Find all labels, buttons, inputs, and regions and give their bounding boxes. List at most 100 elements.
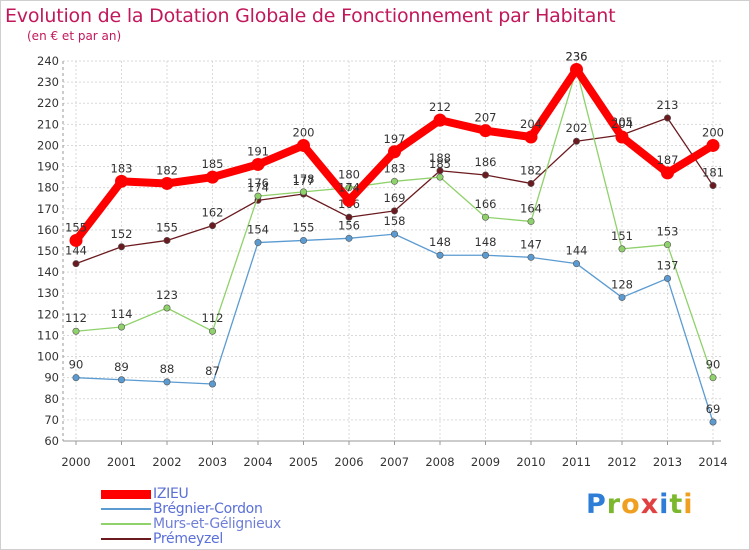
data-label-bregnier-cordon-2010: 147 — [520, 237, 542, 251]
point-premeyzel-2003 — [209, 222, 217, 230]
data-label-izieu-2000: 155 — [65, 220, 87, 234]
point-izieu-2010 — [524, 130, 538, 144]
data-label-premeyzel-2010: 182 — [520, 163, 542, 177]
data-label-murs-et-gelignieux-2002: 123 — [156, 288, 178, 302]
point-murs-et-gelignieux-2009 — [481, 213, 489, 221]
point-murs-et-gelignieux-2007 — [390, 177, 398, 185]
y-tick-label-60: 60 — [44, 434, 59, 448]
x-tick-label-2009: 2009 — [471, 455, 500, 469]
x-tick-label-2002: 2002 — [152, 455, 181, 469]
point-murs-et-gelignieux-2005 — [299, 188, 307, 196]
brand-logo-letter: r — [606, 489, 622, 520]
point-premeyzel-2013 — [663, 114, 671, 122]
y-tick-label-190: 190 — [37, 160, 59, 174]
point-murs-et-gelignieux-2004 — [254, 192, 262, 200]
x-tick-label-2010: 2010 — [516, 455, 545, 469]
brand-logo-letter: x — [640, 489, 660, 520]
point-premeyzel-2002 — [163, 236, 171, 244]
y-tick-label-230: 230 — [37, 75, 59, 89]
data-label-premeyzel-2001: 152 — [111, 227, 133, 241]
data-label-premeyzel-2003: 162 — [202, 206, 224, 220]
x-tick-label-2007: 2007 — [380, 455, 409, 469]
point-murs-et-gelignieux-2013 — [663, 241, 671, 249]
point-premeyzel-2006 — [345, 213, 353, 221]
data-label-murs-et-gelignieux-2004: 176 — [247, 176, 269, 190]
point-izieu-2004 — [251, 157, 265, 171]
data-label-premeyzel-2014: 181 — [702, 166, 724, 180]
point-murs-et-gelignieux-2006 — [345, 184, 353, 192]
point-bregnier-cordon-2003 — [209, 380, 217, 388]
data-label-izieu-2013: 187 — [657, 153, 679, 167]
data-label-premeyzel-2011: 202 — [566, 121, 588, 135]
point-bregnier-cordon-2002 — [163, 378, 171, 386]
y-tick-label-130: 130 — [37, 286, 59, 300]
data-label-murs-et-gelignieux-2010: 164 — [520, 201, 542, 215]
data-label-murs-et-gelignieux-2009: 166 — [475, 197, 497, 211]
point-bregnier-cordon-2011 — [572, 260, 580, 268]
point-murs-et-gelignieux-2008 — [436, 173, 444, 181]
brand-logo-letter: t — [669, 489, 684, 520]
point-bregnier-cordon-2007 — [390, 230, 398, 238]
y-tick-label-100: 100 — [37, 350, 59, 364]
y-tick-label-200: 200 — [37, 138, 59, 152]
y-tick-label-220: 220 — [37, 96, 59, 110]
point-bregnier-cordon-2013 — [663, 274, 671, 282]
data-label-izieu-2010: 204 — [520, 117, 542, 131]
y-tick-label-90: 90 — [44, 371, 59, 385]
data-label-bregnier-cordon-2000: 90 — [69, 358, 84, 372]
y-tick-label-110: 110 — [37, 328, 59, 342]
data-label-murs-et-gelignieux-2001: 114 — [111, 307, 133, 321]
point-murs-et-gelignieux-2003 — [209, 327, 217, 335]
point-murs-et-gelignieux-2001 — [118, 323, 126, 331]
data-label-murs-et-gelignieux-2008: 185 — [429, 157, 451, 171]
data-label-izieu-2008: 212 — [429, 100, 451, 114]
x-tick-label-2006: 2006 — [334, 455, 363, 469]
x-tick-label-2011: 2011 — [562, 455, 591, 469]
point-premeyzel-2007 — [390, 207, 398, 215]
point-izieu-2012 — [615, 130, 629, 144]
legend-label-premeyzel: Prémeyzel — [153, 531, 223, 547]
data-label-izieu-2011: 236 — [566, 49, 588, 63]
brand-logo-letter: P — [586, 489, 607, 520]
data-label-bregnier-cordon-2006: 156 — [338, 218, 360, 232]
data-label-murs-et-gelignieux-2012: 151 — [611, 229, 633, 243]
x-tick-label-2004: 2004 — [243, 455, 272, 469]
x-tick-label-2013: 2013 — [653, 455, 682, 469]
point-bregnier-cordon-2009 — [481, 251, 489, 259]
point-izieu-2006 — [342, 193, 356, 207]
data-label-premeyzel-2000: 144 — [65, 244, 87, 258]
point-bregnier-cordon-2010 — [527, 253, 535, 261]
point-bregnier-cordon-2004 — [254, 239, 262, 247]
data-label-izieu-2005: 200 — [293, 125, 315, 139]
point-premeyzel-2001 — [118, 243, 126, 251]
data-label-bregnier-cordon-2009: 148 — [475, 235, 497, 249]
data-label-premeyzel-2002: 155 — [156, 220, 178, 234]
y-tick-label-80: 80 — [44, 392, 59, 406]
data-label-izieu-2009: 207 — [475, 111, 497, 125]
data-label-izieu-2003: 185 — [202, 157, 224, 171]
data-label-izieu-2007: 197 — [384, 132, 406, 146]
data-label-izieu-2014: 200 — [702, 125, 724, 139]
brand-logo-letter: i — [683, 489, 694, 520]
point-bregnier-cordon-2006 — [345, 234, 353, 242]
legend-swatch-izieu — [101, 490, 151, 499]
data-label-murs-et-gelignieux-2005: 178 — [293, 172, 315, 186]
x-tick-label-2000: 2000 — [61, 455, 90, 469]
point-izieu-2001 — [115, 174, 128, 188]
brand-logo-letter: o — [621, 489, 641, 520]
legend-label-bregnier-cordon: Brégnier-Cordon — [153, 501, 263, 517]
data-label-premeyzel-2007: 169 — [384, 191, 406, 205]
point-izieu-2002 — [160, 176, 174, 190]
brand-logo: Proxiti — [586, 489, 694, 520]
x-tick-label-2003: 2003 — [198, 455, 227, 469]
data-label-premeyzel-2013: 213 — [657, 98, 679, 112]
data-label-bregnier-cordon-2002: 88 — [160, 362, 175, 376]
x-tick-label-2005: 2005 — [289, 455, 318, 469]
data-label-murs-et-gelignieux-2000: 112 — [65, 311, 87, 325]
legend-label-izieu: IZIEU — [153, 486, 189, 502]
data-label-premeyzel-2005: 177 — [293, 174, 315, 188]
point-bregnier-cordon-2008 — [436, 251, 444, 259]
data-label-murs-et-gelignieux-2014: 90 — [706, 358, 721, 372]
point-izieu-2011 — [570, 62, 583, 76]
y-tick-label-140: 140 — [37, 265, 59, 279]
